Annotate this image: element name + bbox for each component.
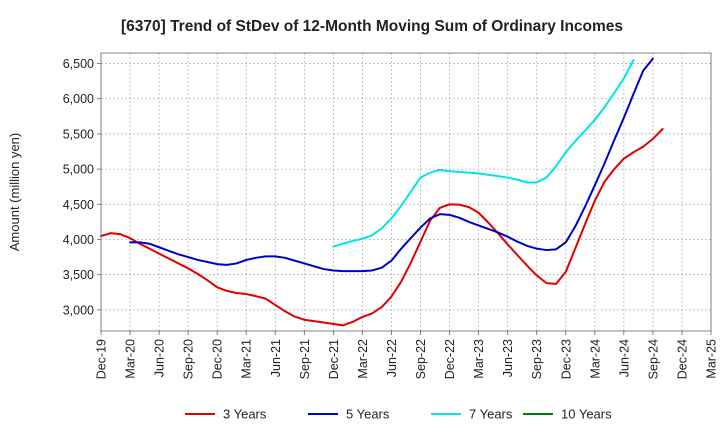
x-tick-label: Sep-23: [530, 339, 544, 379]
x-tick-label: Sep-21: [298, 339, 312, 379]
x-tick-label: Mar-22: [356, 339, 370, 379]
y-tick-label: 4,500: [63, 198, 94, 212]
x-tick-label: Mar-20: [124, 339, 138, 379]
plot-area: [100, 52, 712, 332]
x-tick-label: Dec-21: [327, 339, 341, 379]
legend-label-3-years: 3 Years: [223, 407, 267, 422]
x-tick-label: Jun-24: [617, 339, 631, 377]
legend-label-5-years: 5 Years: [346, 407, 390, 422]
x-axis: Dec-19 Mar-20 Jun-20 Sep-20 Dec-20 Mar-21 Jun-…: [95, 331, 719, 379]
y-axis-label: Amount (million yen): [7, 133, 22, 252]
x-tick-label: Jun-22: [385, 339, 399, 377]
x-tick-label: Sep-24: [646, 339, 660, 379]
y-tick-label: 6,000: [63, 92, 94, 106]
grid: [100, 53, 712, 331]
x-tick-label: Dec-24: [675, 339, 689, 379]
x-tick-label: Mar-24: [588, 339, 602, 379]
x-tick-label: Mar-25: [705, 339, 719, 379]
chart-title: [6370] Trend of StDev of 12-Month Moving…: [121, 18, 623, 35]
x-tick-label: Jun-21: [269, 339, 283, 377]
y-tick-label: 6,500: [63, 57, 94, 71]
series-line-5-years: [129, 57, 654, 273]
x-tick-label: Sep-20: [182, 339, 196, 379]
x-tick-label: Mar-21: [240, 339, 254, 379]
x-tick-label: Dec-23: [559, 339, 573, 379]
x-tick-label: Mar-23: [472, 339, 486, 379]
x-tick-label: Dec-22: [443, 339, 457, 379]
x-tick-label: Sep-22: [414, 339, 428, 379]
legend: 3 Years 5 Years 7 Years 10 Years: [185, 407, 612, 422]
y-tick-label: 5,500: [63, 127, 94, 141]
series-line-7-years: [332, 59, 635, 248]
series-layer: [100, 57, 664, 327]
y-axis: 3,000 3,500 4,000 4,500 5,000 5,500 6,000 6,500: [63, 57, 101, 317]
x-tick-label: Jun-23: [501, 339, 515, 377]
y-tick-label: 4,000: [63, 233, 94, 247]
legend-label-10-years: 10 Years: [561, 407, 612, 422]
y-tick-label: 5,000: [63, 163, 94, 177]
x-tick-label: Dec-19: [95, 339, 109, 379]
legend-label-7-years: 7 Years: [469, 407, 513, 422]
x-tick-label: Dec-20: [211, 339, 225, 379]
y-tick-label: 3,000: [63, 303, 94, 317]
x-tick-label: Jun-20: [153, 339, 167, 377]
y-tick-label: 3,500: [63, 268, 94, 282]
series-line-3-years: [100, 128, 664, 327]
